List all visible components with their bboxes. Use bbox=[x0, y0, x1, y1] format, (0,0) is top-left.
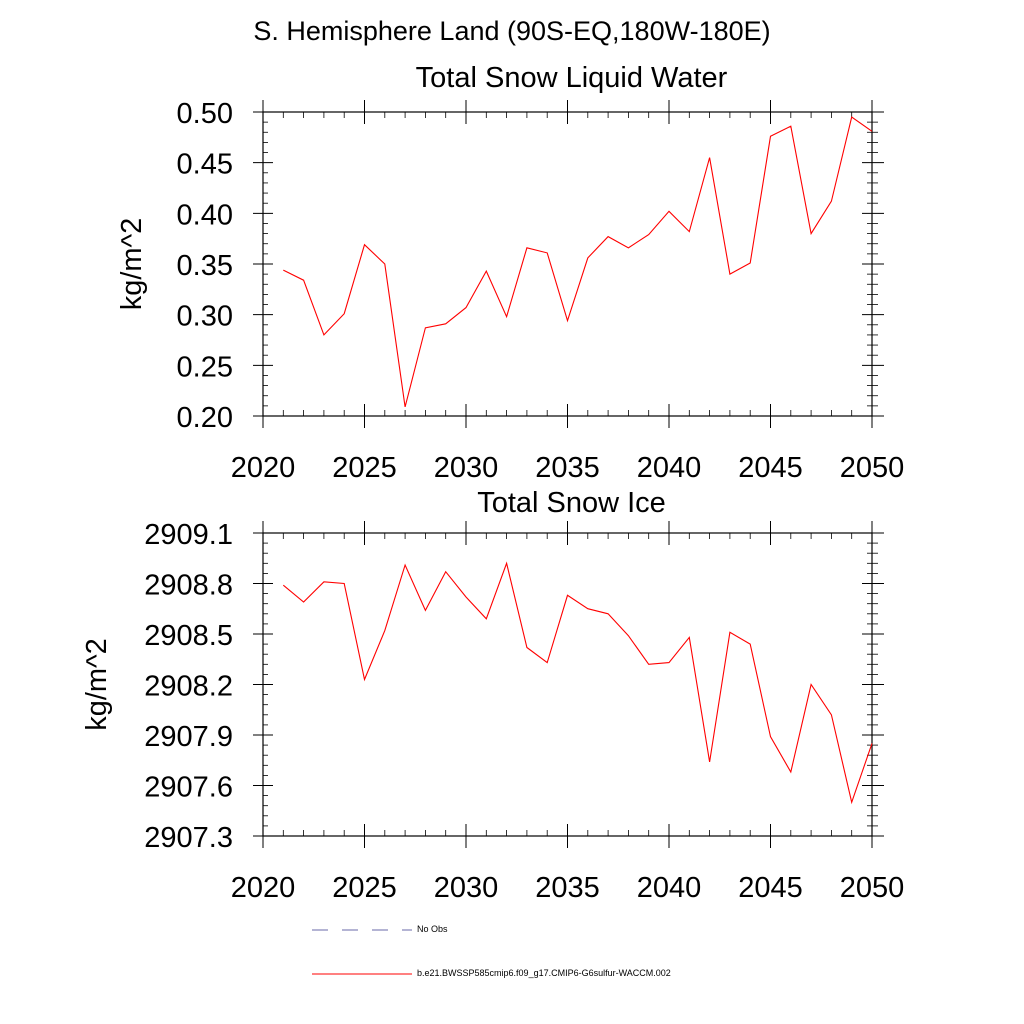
chart-title: Total Snow Liquid Water bbox=[416, 62, 728, 94]
y-tick-label: 2908.2 bbox=[144, 671, 233, 703]
chart-panel-1: 2020 2025 2030 2035 2040 2045 2050 0.20 0.25 0.30… bbox=[116, 62, 904, 484]
x-tick-label: 2040 bbox=[637, 872, 702, 904]
x-tick-label: 2050 bbox=[840, 452, 905, 484]
y-tick-label: 0.35 bbox=[177, 250, 233, 282]
y-tick-label: 0.45 bbox=[177, 149, 233, 181]
series-line-1 bbox=[282, 561, 873, 805]
y-tick-label: 0.25 bbox=[177, 351, 233, 383]
y-tick-label: 2908.8 bbox=[144, 570, 233, 602]
x-tick-label: 2030 bbox=[434, 452, 499, 484]
y-tick-label: 2909.1 bbox=[144, 519, 233, 551]
y-axis-label: kg/m^2 bbox=[81, 638, 113, 731]
x-tick-label: 2040 bbox=[637, 452, 702, 484]
y-tick-label: 0.20 bbox=[177, 402, 233, 434]
x-tick-label: 2050 bbox=[840, 872, 905, 904]
x-tick-label: 2025 bbox=[332, 452, 397, 484]
y-tick-label: 2908.5 bbox=[144, 620, 233, 652]
chart-title: Total Snow Ice bbox=[477, 487, 666, 519]
x-tick-label: 2045 bbox=[738, 452, 803, 484]
x-tick-label: 2030 bbox=[434, 872, 499, 904]
plot-frame bbox=[262, 111, 873, 417]
chart-panel-2: 2020 2025 2030 2035 2040 2045 2050 2907.3 2907.6… bbox=[81, 487, 904, 904]
series-line-1 bbox=[283, 116, 873, 408]
plot-frame bbox=[262, 532, 873, 837]
y-tick-label: 0.30 bbox=[177, 301, 233, 333]
y-tick-label: 2907.3 bbox=[144, 822, 233, 854]
x-tick-label: 2045 bbox=[738, 872, 803, 904]
y-tick-label: 2907.6 bbox=[144, 772, 233, 804]
y-tick-label: 0.50 bbox=[177, 98, 233, 130]
page-title: S. Hemisphere Land (90S-EQ,180W-180E) bbox=[253, 16, 771, 46]
x-tick-label: 2020 bbox=[231, 452, 296, 484]
y-tick-label: 0.40 bbox=[177, 199, 233, 231]
x-tick-label: 2025 bbox=[332, 872, 397, 904]
x-tick-label: 2020 bbox=[231, 872, 296, 904]
y-axis-label: kg/m^2 bbox=[116, 218, 148, 311]
x-tick-label: 2035 bbox=[535, 872, 600, 904]
y-tick-label: 2907.9 bbox=[144, 721, 233, 753]
x-tick-label: 2035 bbox=[535, 452, 600, 484]
